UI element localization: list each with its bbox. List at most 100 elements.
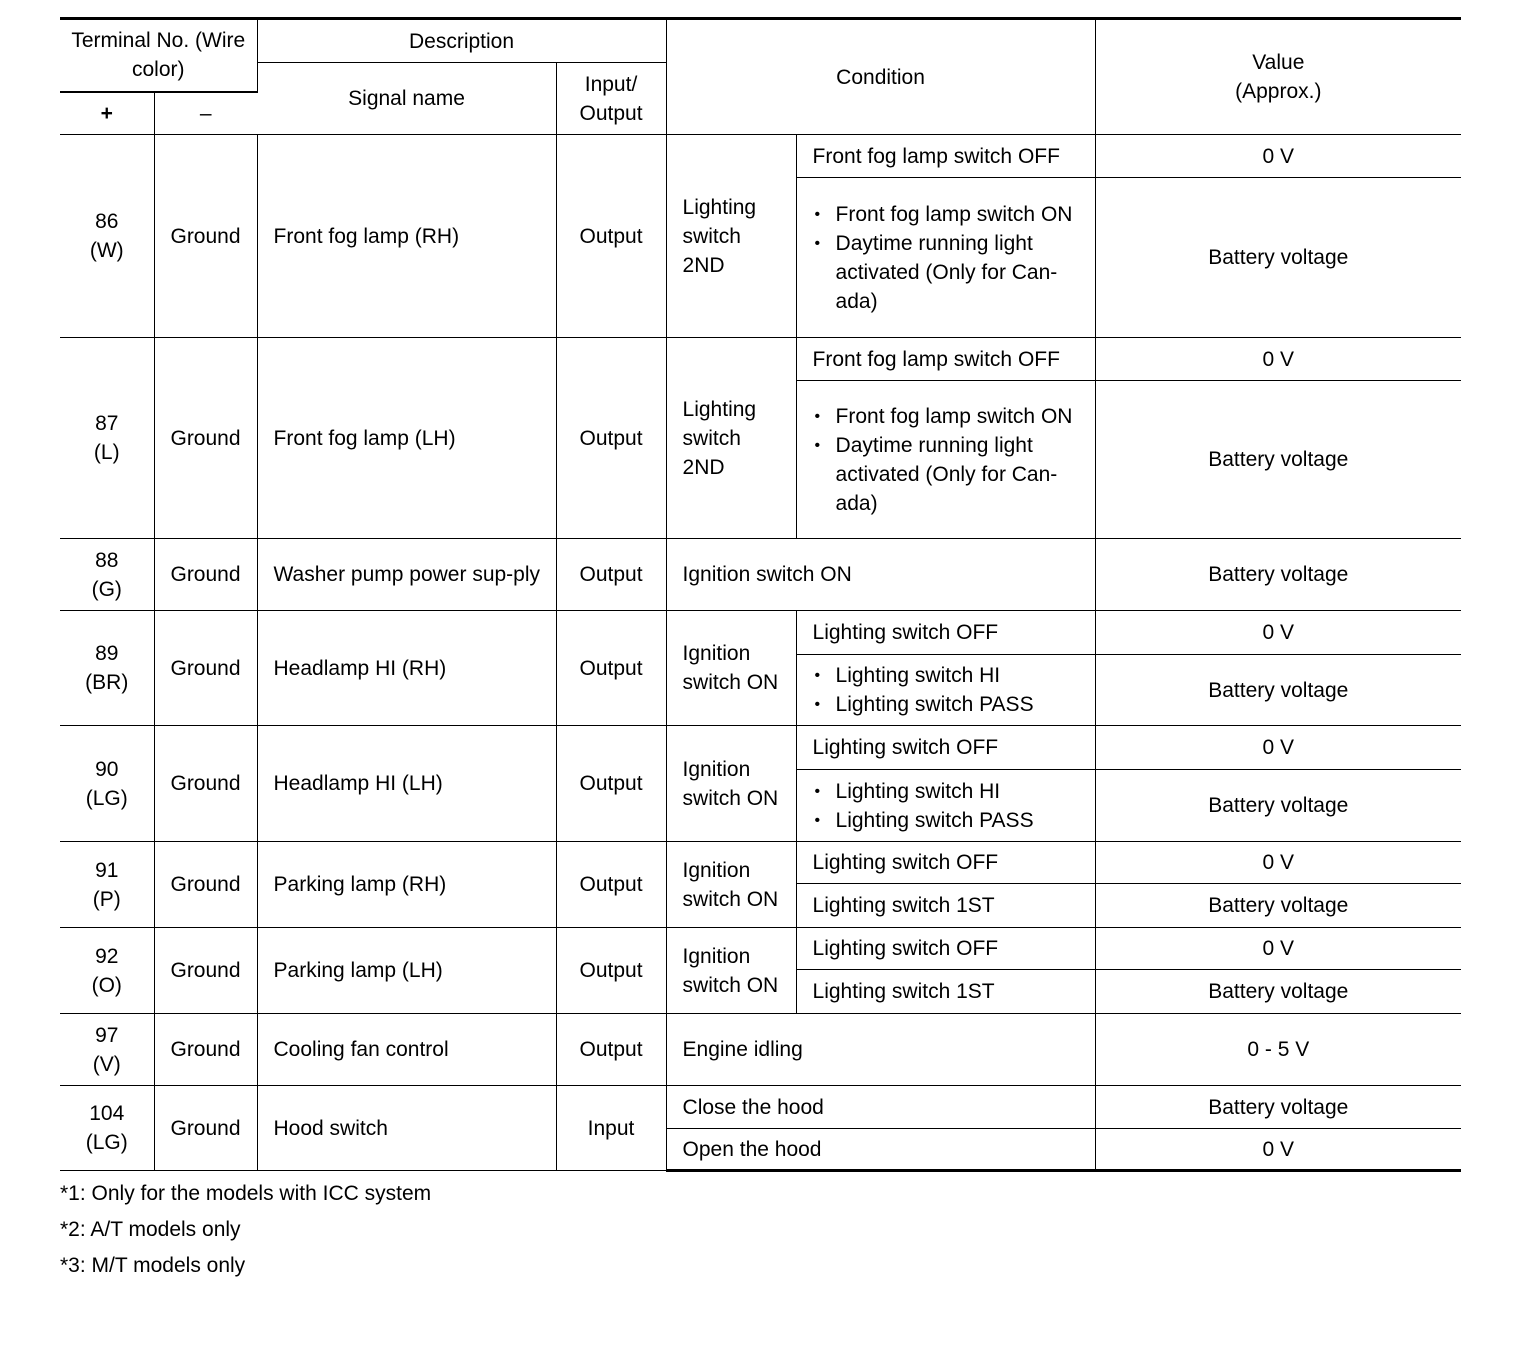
condition-text: Front fog lamp switch OFF (812, 347, 1060, 371)
footnotes: *1: Only for the models with ICC system … (60, 1176, 431, 1284)
condition-group: Lighting switch 2ND (665, 337, 797, 539)
condition: Lighting switch HILighting switch PASS (796, 654, 1096, 726)
value: 0 V (1094, 337, 1462, 381)
terminal-number: 89 (95, 642, 119, 665)
condition-item: Lighting switch PASS (813, 806, 1087, 835)
table-row: 97 (V) Ground Cooling fan control Output Engi… (60, 1013, 1462, 1086)
input-output: Output (555, 610, 667, 726)
condition-group: Ignition switch ON (665, 725, 797, 842)
table-row: 91 (P) Ground Parking lamp (RH) Output Igniti… (60, 841, 1462, 928)
condition: Lighting switch 1ST (796, 883, 1096, 928)
condition: Lighting switch 1ST (796, 969, 1096, 1014)
wire-color: (P) (92, 887, 121, 911)
header-input-output: Input/ Output (555, 62, 667, 135)
condition-item: Lighting switch HI (813, 777, 1087, 806)
input-output: Output (555, 725, 667, 842)
condition: Close the hood (665, 1085, 1096, 1129)
signal-name: Cooling fan control (256, 1013, 557, 1086)
signal-name: Parking lamp (LH) (256, 927, 557, 1014)
condition-text: Front fog lamp switch OFF (812, 144, 1060, 168)
value: Battery voltage (1094, 883, 1462, 928)
value: 0 V (1094, 725, 1462, 770)
value: 0 V (1094, 134, 1462, 178)
condition: Lighting switch OFF (795, 927, 1096, 970)
condition-list: Front fog lamp switch ONDaytime running … (813, 402, 1087, 518)
condition-item: Front fog lamp switch ON (813, 200, 1087, 229)
condition-list: Lighting switch HILighting switch PASS (813, 777, 1087, 835)
terminal-number: 91 (95, 858, 119, 882)
terminal-plus: 89 (BR) (60, 610, 155, 726)
header-condition: Condition (665, 17, 1096, 135)
condition-group: Ignition switch ON (665, 927, 797, 1014)
terminal-minus: Ground (153, 538, 258, 611)
footnote: *2: A/T models only (60, 1218, 241, 1241)
condition-group: Ignition switch ON (665, 610, 797, 726)
condition: Open the hood (666, 1128, 1096, 1172)
terminal-table: Terminal No. (Wire color) Description Co… (60, 17, 1462, 1172)
terminal-minus: Ground (153, 1085, 258, 1171)
footnote: *1: Only for the models with ICC system (60, 1182, 432, 1205)
terminal-plus: 90 (LG) (60, 725, 155, 842)
header-plus: + (60, 91, 155, 135)
value: Battery voltage (1094, 969, 1462, 1014)
header-terminal: Terminal No. (Wire color) (60, 17, 258, 93)
terminal-minus: Ground (153, 337, 258, 539)
signal-name: Parking lamp (RH) (256, 841, 557, 928)
condition: Lighting switch OFF (795, 610, 1096, 655)
terminal-plus: 97 (V) (60, 1013, 155, 1086)
signal-name: Front fog lamp (LH) (256, 337, 557, 539)
input-output: Output (555, 538, 667, 611)
terminal-plus: 86 (W) (60, 134, 155, 338)
terminal-minus: Ground (153, 610, 258, 726)
table-row: 87 (L) Ground Front fog lamp (LH) Output Ligh… (60, 337, 1462, 539)
value: Battery voltage (1094, 769, 1462, 842)
condition-item: Front fog lamp switch ON (813, 402, 1087, 431)
condition: Front fog lamp switch OFF (795, 134, 1096, 178)
terminal-number: 86 (95, 210, 119, 233)
terminal-plus: 87 (L) (60, 337, 155, 539)
value: Battery voltage (1094, 177, 1462, 338)
condition-text: Ignition switch ON (682, 563, 852, 586)
input-output: Output (555, 134, 667, 338)
value: Battery voltage (1094, 654, 1462, 726)
terminal-number: 87 (95, 412, 119, 435)
table-row: Front fog lamp switch ONDaytime running … (60, 177, 1462, 338)
value: 0 - 5 V (1094, 1013, 1462, 1086)
condition-list: Lighting switch HILighting switch PASS (813, 661, 1087, 719)
terminal-plus: 88 (G) (60, 538, 155, 611)
terminal-minus: Ground (153, 1013, 258, 1086)
condition-text: Open the hood (682, 1137, 822, 1161)
table-row: Lighting switch HILighting switch PASSBa… (60, 769, 1462, 842)
input-output: Output (555, 927, 667, 1014)
input-output: Output (555, 841, 667, 928)
signal-name: Front fog lamp (RH) (256, 134, 557, 338)
condition: Ignition switch ON (665, 538, 1096, 611)
wire-color: (O) (91, 973, 122, 997)
terminal-number: 88 (95, 548, 119, 572)
terminal-number: 92 (95, 944, 119, 968)
terminal-plus: 92 (O) (60, 927, 155, 1014)
terminal-plus: 104 (LG) (60, 1085, 155, 1171)
terminal-number: 97 (95, 1023, 119, 1047)
signal-name: Headlamp HI (LH) (256, 725, 557, 842)
table-row: 90 (LG) Ground Headlamp HI (LH) Output Igniti… (60, 725, 1462, 842)
table-row: Lighting switch HILighting switch PASSBa… (60, 654, 1462, 726)
signal-name: Hood switch (256, 1085, 557, 1171)
condition-text: Close the hood (682, 1095, 824, 1119)
condition-text: Lighting switch 1ST (812, 980, 995, 1003)
condition: Front fog lamp switch ONDaytime running … (796, 380, 1096, 539)
table-row: Front fog lamp switch ONDaytime running … (60, 380, 1462, 539)
condition: Lighting switch HILighting switch PASS (796, 769, 1096, 842)
condition-group: Ignition switch ON (665, 841, 797, 928)
condition-list: Front fog lamp switch ONDaytime running … (813, 200, 1087, 316)
table-row: Lighting switch 1ST Battery voltage (60, 883, 1462, 928)
header-signal-name: Signal name (257, 62, 557, 135)
condition-text: Lighting switch OFF (812, 851, 999, 874)
condition: Engine idling (665, 1013, 1096, 1086)
header-value: Value (Approx.) (1094, 17, 1462, 135)
input-output: Output (555, 1013, 667, 1086)
wire-color: (LG) (85, 1131, 128, 1154)
condition-text: Engine idling (682, 1038, 803, 1061)
terminal-minus: Ground (153, 927, 258, 1014)
table-row: Open the hood 0 V (60, 1128, 1462, 1172)
